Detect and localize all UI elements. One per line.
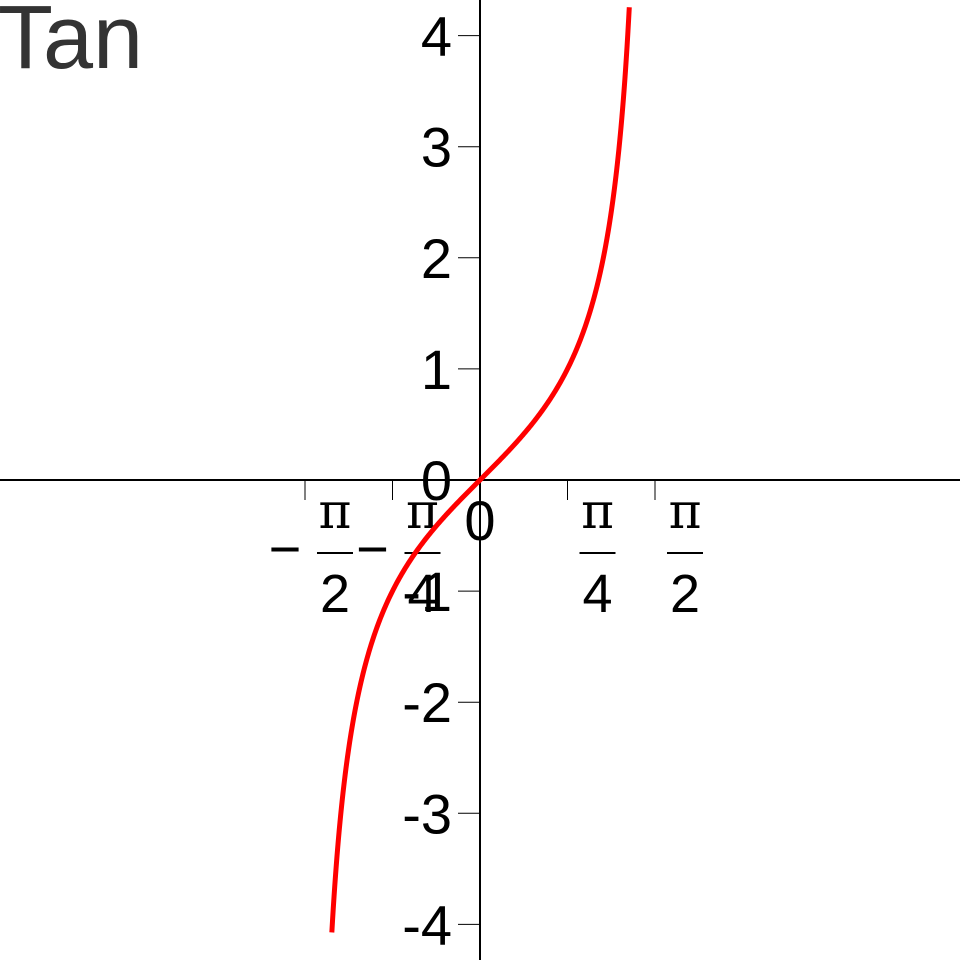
tan-curve <box>329 7 632 933</box>
y-tick-label: 2 <box>421 227 452 290</box>
y-ticks: -4 -3 -2 -1 0 1 2 3 4 <box>402 5 480 956</box>
x-tick-denominator: 4 <box>582 564 612 624</box>
x-tick-denominator: 2 <box>670 564 700 624</box>
x-tick-denominator: 2 <box>320 564 350 624</box>
x-tick-label: 0 <box>464 489 495 552</box>
y-tick-label: 3 <box>421 116 452 179</box>
y-tick-label: -2 <box>402 671 452 734</box>
y-tick-label: 0 <box>421 449 452 512</box>
x-tick-numerator: π <box>319 482 352 540</box>
y-tick-label: -3 <box>402 782 452 845</box>
y-tick-label: 1 <box>421 338 452 401</box>
y-tick-label: -4 <box>402 893 452 956</box>
x-tick-minus-sign: − <box>356 517 389 580</box>
x-tick-denominator: 4 <box>407 564 437 624</box>
x-tick-minus-sign: − <box>269 517 302 580</box>
y-tick-label: 4 <box>421 5 452 68</box>
x-tick-numerator: π <box>669 482 702 540</box>
x-tick-numerator: π <box>581 482 614 540</box>
chart-title: Tan <box>0 0 143 88</box>
y-tick-label: -1 <box>402 560 452 623</box>
